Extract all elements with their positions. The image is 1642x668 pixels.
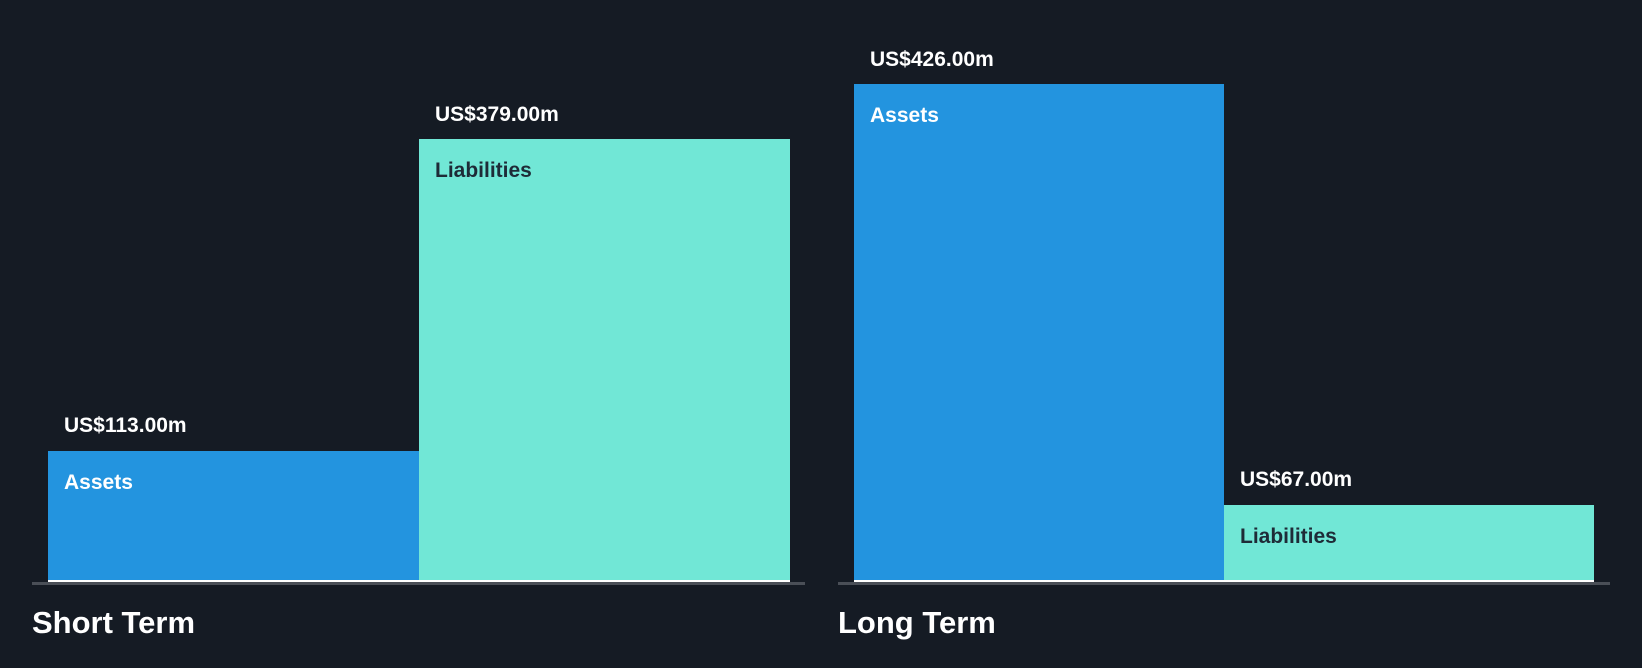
short-term-liabilities-label: Liabilities <box>435 159 532 182</box>
short-term-baseline <box>32 582 805 585</box>
long-term-liabilities-value: US$67.00m <box>1240 468 1353 491</box>
long-term-baseline <box>838 582 1610 585</box>
short-term-bar-foot <box>48 580 790 582</box>
long-term-liabilities-bar[interactable]: Liabilities <box>1224 505 1594 582</box>
short-term-assets-bar[interactable]: Assets <box>48 451 419 582</box>
short-term-liabilities-value: US$379.00m <box>435 103 559 126</box>
short-term-liabilities-bar[interactable]: Liabilities <box>419 139 790 582</box>
long-term-assets-value: US$426.00m <box>870 48 994 71</box>
long-term-liabilities-label: Liabilities <box>1240 525 1337 548</box>
long-term-assets-bar[interactable]: Assets <box>854 84 1224 582</box>
short-term-title: Short Term <box>32 605 196 640</box>
long-term-bar-foot <box>854 580 1594 582</box>
long-term-assets-label: Assets <box>870 104 939 127</box>
short-term-assets-value: US$113.00m <box>64 414 187 437</box>
long-term-title: Long Term <box>838 605 996 640</box>
short-term-assets-label: Assets <box>64 471 133 494</box>
